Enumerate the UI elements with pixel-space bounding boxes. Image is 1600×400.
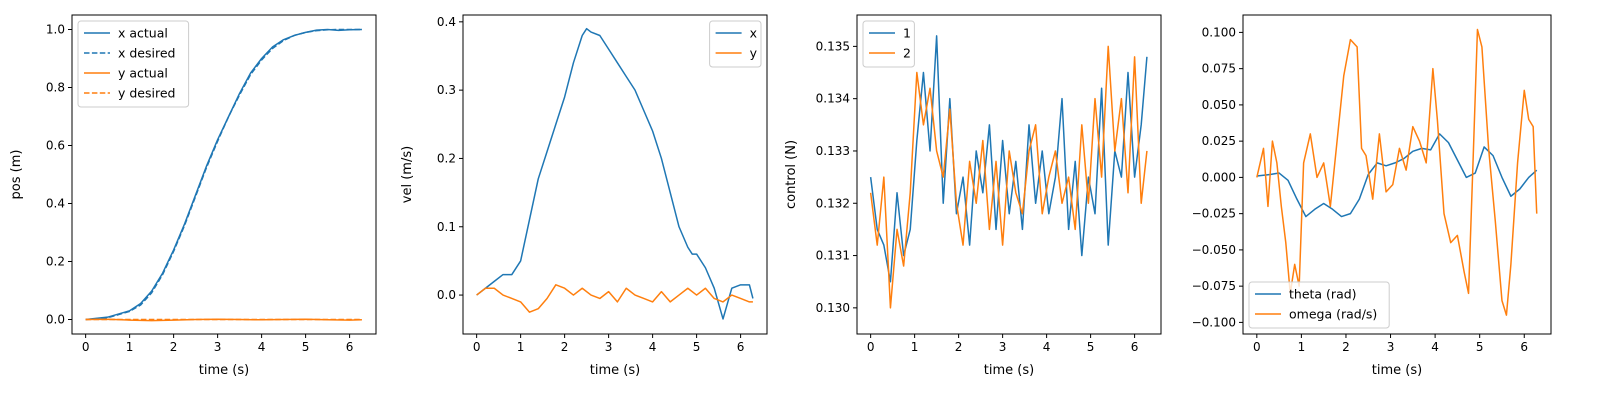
plot-area bbox=[462, 14, 768, 335]
legend-label: x desired bbox=[118, 46, 175, 61]
chart-panel-2: 0 1 2 3 4 5 6 0.0 0.1 0.2 0.3 0.4 time (s) vel (m/s) x… bbox=[400, 14, 768, 378]
legend: 12 bbox=[862, 20, 915, 68]
x-tick-label: 2 bbox=[955, 340, 963, 354]
legend-label: omega (rad/s) bbox=[1289, 307, 1377, 322]
y-tick-label: 0.4 bbox=[46, 197, 65, 211]
x-tick-label: 3 bbox=[999, 340, 1007, 354]
x-tick-label: 6 bbox=[1131, 340, 1139, 354]
series-line-y bbox=[476, 284, 753, 313]
x-tick-label: 4 bbox=[1043, 340, 1051, 354]
x-tick-label: 6 bbox=[346, 340, 354, 354]
chart-panel-4: 0 1 2 3 4 5 6 −0.100 −0.075 −0.050 −0.025 0.000 0.02… bbox=[1192, 14, 1552, 378]
y-tick-label: 0.2 bbox=[437, 151, 456, 165]
y-tick-label: 0.8 bbox=[46, 81, 65, 95]
x-tick-label: 4 bbox=[258, 340, 266, 354]
y-tick-label: 0.133 bbox=[816, 144, 850, 158]
legend-label: x actual bbox=[118, 26, 168, 41]
y-tick-label: 0.0 bbox=[437, 288, 456, 302]
legend: xy bbox=[709, 20, 762, 68]
x-axis-label: time (s) bbox=[590, 363, 640, 378]
x-tick-label: 0 bbox=[82, 340, 90, 354]
x-tick-label: 3 bbox=[214, 340, 222, 354]
legend: theta (rad) omega (rad/s) bbox=[1248, 281, 1390, 329]
y-tick-label: 0.130 bbox=[816, 301, 850, 315]
y-tick-label: −0.025 bbox=[1192, 207, 1236, 221]
x-tick-label: 1 bbox=[126, 340, 134, 354]
series-line-omega-rad-s- bbox=[1256, 28, 1538, 316]
series-line-2 bbox=[869, 45, 1148, 309]
legend-label: 1 bbox=[903, 26, 911, 41]
legend-label: y desired bbox=[118, 86, 175, 101]
chart-panel-3: 0 1 2 3 4 5 60.1300.1310.1320.1330.1340.135tim… bbox=[784, 14, 1162, 378]
legend-label: theta (rad) bbox=[1289, 287, 1357, 302]
y-tick-label: 0.2 bbox=[46, 255, 65, 269]
series-line-x-desired bbox=[85, 28, 362, 321]
y-tick-label: 0.050 bbox=[1202, 98, 1236, 112]
x-tick-label: 4 bbox=[649, 340, 657, 354]
legend-label: y actual bbox=[118, 66, 168, 81]
x-tick-label: 0 bbox=[473, 340, 481, 354]
x-axis-label: time (s) bbox=[1372, 363, 1422, 378]
x-tick-label: 3 bbox=[1387, 340, 1395, 354]
x-tick-label: 6 bbox=[737, 340, 745, 354]
y-tick-label: 0.000 bbox=[1202, 170, 1236, 184]
x-tick-label: 1 bbox=[517, 340, 525, 354]
y-tick-label: 0.025 bbox=[1202, 134, 1236, 148]
x-tick-label: 5 bbox=[693, 340, 701, 354]
y-tick-label: −0.100 bbox=[1192, 315, 1236, 329]
y-tick-label: 0.132 bbox=[816, 196, 850, 210]
x-tick-label: 5 bbox=[302, 340, 310, 354]
x-tick-label: 2 bbox=[561, 340, 569, 354]
y-tick-label: 0.131 bbox=[816, 249, 850, 263]
x-tick-label: 2 bbox=[170, 340, 178, 354]
legend-label: y bbox=[750, 46, 758, 61]
series-line-theta-rad- bbox=[1256, 133, 1538, 218]
legend: x actual x desired y actual y desired bbox=[77, 20, 190, 108]
x-tick-label: 3 bbox=[605, 340, 613, 354]
y-axis-label: control (N) bbox=[784, 140, 799, 209]
y-tick-label: 0.3 bbox=[437, 83, 456, 97]
y-tick-label: 0.075 bbox=[1202, 62, 1236, 76]
legend-box bbox=[77, 20, 190, 108]
series-line-x bbox=[476, 27, 754, 320]
y-tick-label: −0.050 bbox=[1192, 243, 1236, 257]
y-tick-label: 0.134 bbox=[816, 92, 850, 106]
y-tick-label: 0.6 bbox=[46, 139, 65, 153]
x-tick-label: 0 bbox=[1253, 340, 1261, 354]
legend-label: 2 bbox=[903, 46, 911, 61]
legend-box bbox=[1248, 281, 1390, 329]
x-tick-label: 5 bbox=[1087, 340, 1095, 354]
x-axis-label: time (s) bbox=[199, 363, 249, 378]
y-tick-label: 0.1 bbox=[437, 220, 456, 234]
y-axis-label: vel (m/s) bbox=[400, 146, 415, 203]
y-tick-label: 1.0 bbox=[46, 23, 65, 37]
y-tick-label: 0.100 bbox=[1202, 25, 1236, 39]
x-tick-label: 5 bbox=[1476, 340, 1484, 354]
x-axis-label: time (s) bbox=[984, 363, 1034, 378]
chart-panel-1: 0 1 2 3 4 5 6 0.0 0.2 0.4 0.6 0.8 1.0 time (s) pos (m)… bbox=[9, 14, 377, 378]
series-line-1 bbox=[869, 35, 1148, 283]
y-tick-label: 0.4 bbox=[437, 15, 456, 29]
x-tick-label: 1 bbox=[911, 340, 919, 354]
y-axis-label: pos (m) bbox=[9, 150, 24, 200]
x-tick-label: 2 bbox=[1342, 340, 1350, 354]
y-tick-label: −0.075 bbox=[1192, 279, 1236, 293]
x-tick-label: 4 bbox=[1431, 340, 1439, 354]
x-tick-label: 6 bbox=[1520, 340, 1528, 354]
y-tick-label: 0.135 bbox=[816, 39, 850, 53]
legend-label: x bbox=[750, 26, 757, 41]
x-tick-label: 1 bbox=[1298, 340, 1306, 354]
y-tick-label: 0.0 bbox=[46, 313, 65, 327]
x-tick-label: 0 bbox=[867, 340, 875, 354]
